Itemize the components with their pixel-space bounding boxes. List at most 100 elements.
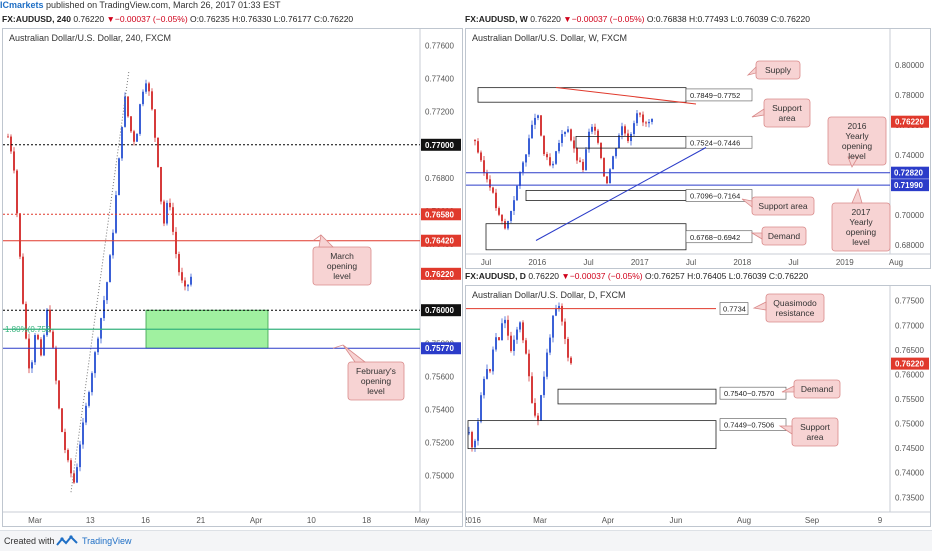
callout-2016-yearly-text: 2016 (848, 121, 867, 131)
zone-label: 0.7540−0.7570 (724, 389, 774, 398)
candle-body (10, 136, 12, 152)
zone-label: 0.7524−0.7446 (690, 138, 740, 147)
publisher-name[interactable]: ICmarkets (0, 0, 44, 10)
candle-body (522, 322, 524, 341)
candle-body (49, 309, 51, 332)
close: C:0.76220 (768, 271, 809, 281)
callout-march-opening-text: March (330, 251, 354, 261)
chart-canvas-h4[interactable]: 0.750000.752000.754000.756000.758000.760… (3, 29, 462, 526)
price-tick-label: 0.75200 (425, 439, 454, 448)
symbol[interactable]: FX:AUDUSD (465, 271, 516, 281)
candle-body (22, 256, 24, 304)
candle-body (555, 308, 557, 316)
candle-body (525, 154, 527, 163)
candle-body (112, 232, 114, 256)
callout-supply-text: Supply (765, 65, 792, 75)
candle-body (624, 126, 626, 134)
zone-label-box (685, 189, 753, 202)
callout-march-opening-pointer (318, 234, 334, 248)
callout-demand-text: Demand (768, 231, 800, 241)
candle-body (43, 335, 45, 356)
candle-body (58, 380, 60, 409)
callout-quasimodo-text: Quasimodo (773, 298, 817, 308)
candle-body (636, 113, 638, 124)
candle-body (642, 114, 644, 123)
candle-body (639, 113, 641, 115)
candle-body (537, 115, 539, 118)
chart-panel-d[interactable]: Australian Dollar/U.S. Dollar, D, FXCM 0… (465, 285, 931, 527)
candle-body (187, 284, 189, 287)
low: L:0.76039 (730, 14, 769, 24)
candle-body (118, 158, 120, 196)
price-tick-label: 0.77200 (425, 108, 454, 117)
candle-body (31, 362, 33, 369)
chart-canvas-w[interactable]: 0.680000.700000.720000.740000.760000.780… (466, 29, 930, 268)
candle-body (7, 136, 9, 138)
candle-body (498, 337, 500, 341)
callout-2016-yearly-text: level (848, 151, 866, 161)
price-tick-label: 0.68000 (895, 241, 924, 250)
candle-body (504, 221, 506, 229)
last-price: 0.76220 (528, 271, 560, 281)
candle-body (154, 109, 156, 138)
chart-panel-h4[interactable]: Australian Dollar/U.S. Dollar, 240, FXCM… (2, 28, 463, 527)
time-tick-label: Jul (481, 258, 491, 267)
candle-body (633, 123, 635, 135)
symbol[interactable]: FX:AUDUSD (2, 14, 53, 24)
last-price-marker (421, 267, 461, 280)
tradingview-link[interactable]: TradingView (82, 536, 132, 546)
symbol[interactable]: FX:AUDUSD (465, 14, 516, 24)
zone-box (485, 223, 687, 251)
candle-body (19, 213, 21, 257)
callout-2016-yearly-pointer (847, 156, 859, 168)
candle-body (552, 163, 554, 166)
resistance-trend-line (555, 87, 697, 105)
pointer-line (312, 234, 322, 242)
zone-box (525, 189, 687, 201)
candle-body (148, 83, 150, 92)
candle-body (76, 467, 78, 483)
candle-body (151, 91, 153, 110)
level-label: 0.7734 (723, 305, 746, 314)
footer: Created with TradingView (0, 530, 932, 551)
callout-2016-yearly-text: opening (842, 141, 873, 151)
zone-label-box (685, 230, 753, 244)
down-arrow-icon: ▼ (106, 14, 115, 24)
candle-body (588, 131, 590, 150)
candle-body (79, 444, 81, 468)
zone-box (477, 87, 687, 103)
candle-body (172, 207, 174, 232)
candle-body (471, 432, 473, 448)
price-tick-label: 0.74000 (895, 469, 924, 478)
change: −0.00037 (−0.05%) (571, 14, 645, 24)
high: H:0.76405 (687, 271, 727, 281)
candle-body (558, 142, 560, 152)
price-tick-label: 0.77000 (895, 321, 924, 330)
chart-panel-w[interactable]: Australian Dollar/U.S. Dollar, W, FXCM 0… (465, 28, 931, 269)
zone-box (467, 420, 717, 450)
time-tick-label: May (414, 516, 429, 525)
price-tick-label: 0.77600 (425, 42, 454, 51)
level-price-label: 0.72820 (894, 169, 923, 178)
candle-body (531, 124, 533, 139)
chart-canvas-d[interactable]: 0.73500 0.74000 0.74500 0.75000 0.75500 0.760… (466, 286, 930, 526)
candle-body (124, 96, 126, 127)
price-tick-label: 0.73500 (895, 493, 924, 502)
candle-body (489, 179, 491, 188)
time-tick-label: Sep (805, 516, 820, 525)
candle-body (477, 421, 479, 441)
support-trend-line (535, 147, 707, 241)
level-price-label: 0.76580 (425, 210, 454, 219)
candle-body (67, 449, 69, 461)
candle-body (630, 134, 632, 142)
candle-body (528, 353, 530, 377)
callout-support-area-text: area (778, 113, 795, 123)
callout-supply-pointer (746, 66, 757, 76)
callout-2017-yearly-text: level (852, 237, 870, 247)
candle-body (25, 303, 27, 339)
candle-body (543, 376, 545, 396)
candle-body (37, 335, 39, 340)
candle-body (28, 338, 30, 369)
time-tick-label: 2017 (631, 258, 649, 267)
time-tick-label: Jun (670, 516, 683, 525)
